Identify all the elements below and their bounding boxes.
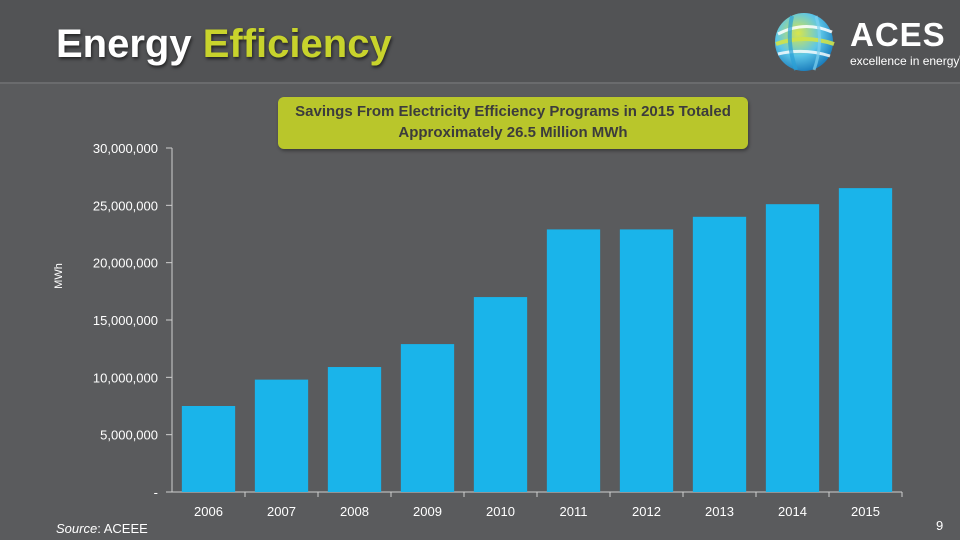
y-tick-label: 25,000,000 <box>93 198 158 213</box>
x-tick-label: 2008 <box>340 504 369 519</box>
bar <box>181 406 236 492</box>
bar <box>765 204 820 493</box>
x-tick-label: 2014 <box>778 504 807 519</box>
x-tick-label: 2015 <box>851 504 880 519</box>
aces-logo: ACES excellence in energy® <box>772 8 960 74</box>
y-axis-title: MWh <box>53 263 65 289</box>
y-tick-label: 20,000,000 <box>93 256 158 271</box>
y-tick-label: 30,000,000 <box>93 141 158 156</box>
x-tick-label: 2007 <box>267 504 296 519</box>
globe-icon <box>775 13 835 71</box>
x-tick-label: 2010 <box>486 504 515 519</box>
title-main: Energy <box>56 22 192 66</box>
source-note: Source: ACEEE <box>56 521 148 536</box>
header-bar: Energy Efficiency ACES excellence in ene… <box>0 0 960 84</box>
source-value: : ACEEE <box>97 521 148 536</box>
bar <box>692 216 747 493</box>
y-tick-label: 15,000,000 <box>93 313 158 328</box>
x-tick-label: 2013 <box>705 504 734 519</box>
summary-callout: Savings From Electricity Efficiency Prog… <box>278 97 748 149</box>
y-tick-label: 5,000,000 <box>100 428 158 443</box>
bar <box>546 229 601 492</box>
logo-tagline-text: excellence in energy <box>850 54 960 68</box>
bar <box>619 229 674 492</box>
x-tick-label: 2011 <box>560 504 588 519</box>
logo-name: ACES <box>850 16 946 53</box>
bar <box>473 297 528 492</box>
source-label: Source <box>56 521 98 536</box>
page-title: Energy Efficiency <box>56 22 392 67</box>
x-tick-label: 2006 <box>194 504 223 519</box>
bar <box>327 367 382 492</box>
bar <box>838 188 893 492</box>
page-number: 9 <box>936 518 944 533</box>
bar <box>400 344 455 492</box>
x-tick-label: 2012 <box>632 504 661 519</box>
bar <box>254 379 309 492</box>
x-tick-label: 2009 <box>413 504 442 519</box>
title-accent: Efficiency <box>202 22 392 66</box>
y-tick-label: 10,000,000 <box>93 370 158 385</box>
y-tick-label: - <box>154 485 158 500</box>
